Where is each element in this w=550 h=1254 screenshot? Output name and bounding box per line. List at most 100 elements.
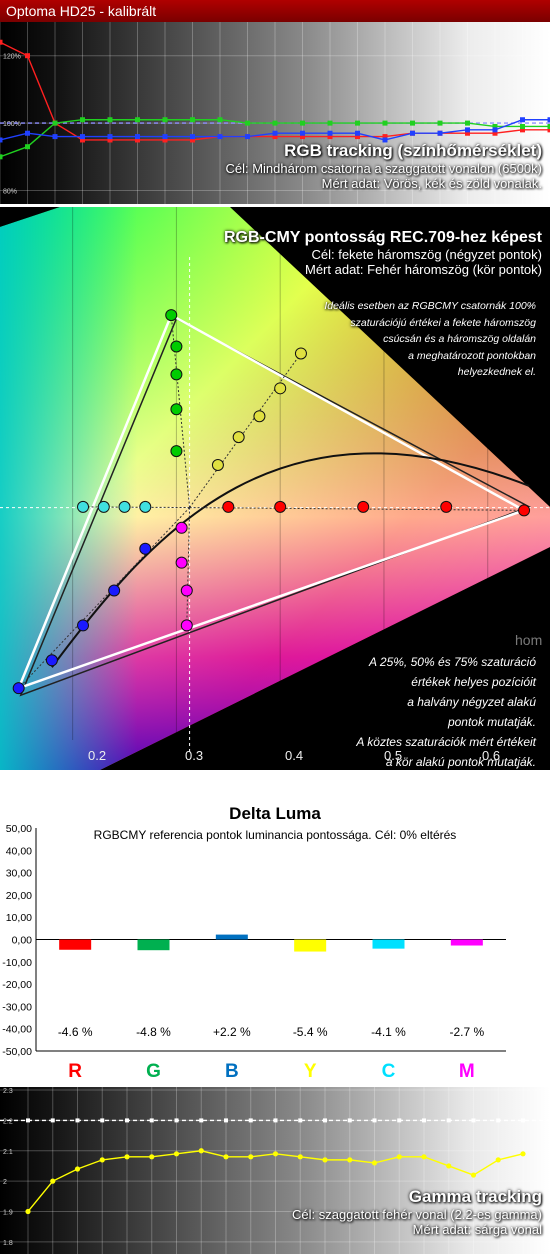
- target-point: [422, 1118, 426, 1123]
- measured-point-yellow: [211, 459, 224, 472]
- rgb-tracking-target: Cél: Mindhárom csatorna a szaggatott von…: [225, 161, 542, 176]
- target-point: [323, 1118, 327, 1123]
- data-point: [162, 134, 168, 140]
- y-tick-label: 2.1: [3, 1149, 13, 1156]
- gamma-tracking-panel: 2.3 2.2 2.1 2 1.9 1.8 Gamma tracking Cél: sza…: [0, 1087, 550, 1254]
- saturation-line-blue: [18, 507, 190, 689]
- measured-point-blue: [77, 619, 90, 632]
- data-point: [492, 130, 498, 136]
- data-point: [245, 134, 250, 140]
- y-tick-label: -30,00: [2, 1001, 32, 1013]
- measured-point-cyan: [77, 500, 90, 513]
- measured-triangle: [16, 313, 528, 691]
- data-point: [355, 134, 360, 140]
- target-point: [347, 1118, 352, 1123]
- gamut-note-bottom: A 25%, 50% és 75% szaturáció értékek hel…: [356, 655, 536, 769]
- measured-point-green: [170, 445, 183, 458]
- gamma-measured: Mért adat: sárga vonal: [412, 1222, 542, 1237]
- target-point: [397, 1118, 402, 1123]
- measured-point-magenta: [180, 584, 193, 597]
- data-point: [190, 137, 195, 143]
- target-point: [224, 1118, 228, 1123]
- data-point: [190, 134, 195, 140]
- data-point: [272, 134, 278, 140]
- gamma-title: Gamma tracking: [408, 1187, 542, 1206]
- target-point: [496, 1118, 501, 1123]
- measured-point-yellow: [294, 347, 307, 360]
- x-tick-label: 0.5: [384, 748, 403, 763]
- data-point: [446, 1163, 452, 1169]
- y-tick-label: 20,00: [6, 890, 32, 902]
- y-tick-label: 0,00: [12, 935, 33, 947]
- y-tick-label: -10,00: [2, 957, 32, 969]
- measured-point-cyan: [97, 500, 110, 513]
- data-point: [382, 120, 388, 126]
- data-point: [437, 120, 443, 126]
- data-point: [465, 120, 470, 126]
- y-tick-label: -50,00: [2, 1046, 32, 1058]
- data-point: [396, 1154, 402, 1160]
- y-tick-label: 80%: [3, 189, 17, 196]
- data-point: [492, 123, 498, 129]
- bar-value-label: -5.4 %: [293, 1025, 328, 1039]
- watermark: hom: [515, 632, 543, 648]
- x-tick-label: 0.6: [482, 748, 501, 763]
- measured-point-yellow: [253, 410, 266, 423]
- measured-point-blue: [12, 682, 25, 695]
- category-label: B: [225, 1061, 239, 1082]
- data-point: [223, 1154, 229, 1160]
- target-point: [125, 1118, 129, 1123]
- measured-point-cyan: [139, 500, 152, 513]
- data-point: [107, 134, 113, 140]
- data-point: [162, 137, 168, 143]
- target-point: [521, 1118, 525, 1123]
- measured-point-red: [357, 500, 370, 513]
- measured-point-magenta: [180, 619, 193, 632]
- spectral-locus-cyan: [0, 207, 550, 770]
- data-point: [382, 134, 388, 140]
- data-point: [0, 137, 3, 143]
- measured-point-blue: [45, 654, 58, 667]
- divider: [0, 770, 550, 795]
- bar-value-label: -4.8 %: [136, 1025, 171, 1039]
- data-point: [80, 134, 85, 140]
- bar-g: [137, 939, 170, 951]
- gamma-target: Cél: szaggatott fehér vonal (2.2-es gamm…: [291, 1207, 542, 1222]
- y-tick-label: 100%: [3, 121, 21, 128]
- target-point: [471, 1118, 476, 1123]
- rgb-tracking-measured: Mért adat: Vörös, kék és zöld vonalak.: [321, 176, 542, 191]
- category-label: G: [146, 1061, 161, 1082]
- y-tick-label: 2.3: [3, 1088, 13, 1095]
- bar-value-label: -2.7 %: [449, 1025, 484, 1039]
- data-point: [190, 117, 195, 123]
- gamut-chart: [0, 207, 550, 770]
- data-point: [547, 117, 550, 123]
- gamut-measured: Mért adat: Fehér háromszög (kör pontok): [305, 262, 542, 277]
- data-point: [198, 1148, 204, 1154]
- measured-point-yellow: [232, 431, 245, 444]
- y-tick-label: 50,00: [6, 823, 32, 835]
- data-point: [355, 130, 360, 136]
- measured-point-yellow: [274, 382, 287, 395]
- data-point: [217, 134, 223, 140]
- target-point: [273, 1118, 278, 1123]
- measured-point-magenta: [175, 556, 188, 569]
- target-point: [50, 1118, 55, 1123]
- target-point: [75, 1118, 80, 1123]
- data-point: [520, 123, 525, 129]
- data-point: [327, 120, 333, 126]
- data-point: [470, 1172, 477, 1178]
- target-point: [298, 1118, 303, 1123]
- delta-luma-chart: 50,00 40,00 30,00 20,00 10,00 0,00 -10,00 -20,0…: [2, 823, 506, 1082]
- data-point: [52, 134, 58, 140]
- data-point: [421, 1154, 427, 1160]
- data-point: [300, 130, 305, 136]
- bar-value-label: -4.6 %: [58, 1025, 93, 1039]
- data-point: [135, 137, 140, 143]
- data-point: [248, 1154, 254, 1160]
- target-point: [26, 1118, 30, 1123]
- target-point: [372, 1118, 377, 1123]
- measured-point-green: [170, 340, 183, 353]
- target-point: [248, 1118, 253, 1123]
- y-tick-label: 120%: [3, 54, 21, 61]
